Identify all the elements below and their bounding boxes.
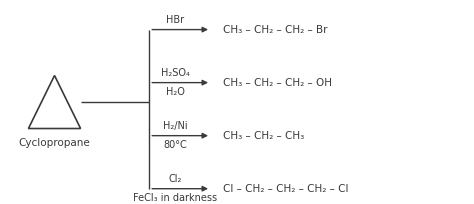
Text: H₂O: H₂O bbox=[166, 87, 185, 97]
Text: Cl – CH₂ – CH₂ – CH₂ – Cl: Cl – CH₂ – CH₂ – CH₂ – Cl bbox=[223, 184, 348, 194]
Text: Cyclopropane: Cyclopropane bbox=[18, 138, 91, 148]
Text: CH₃ – CH₂ – CH₂ – OH: CH₃ – CH₂ – CH₂ – OH bbox=[223, 78, 332, 88]
Text: H₂/Ni: H₂/Ni bbox=[163, 121, 188, 131]
Text: FeCl₃ in darkness: FeCl₃ in darkness bbox=[133, 193, 218, 203]
Text: HBr: HBr bbox=[166, 15, 184, 25]
Text: CH₃ – CH₂ – CH₃: CH₃ – CH₂ – CH₃ bbox=[223, 131, 304, 141]
Text: Cl₂: Cl₂ bbox=[169, 174, 182, 184]
Text: CH₃ – CH₂ – CH₂ – Br: CH₃ – CH₂ – CH₂ – Br bbox=[223, 24, 327, 35]
Text: 80°C: 80°C bbox=[164, 140, 187, 150]
Text: H₂SO₄: H₂SO₄ bbox=[161, 68, 190, 78]
